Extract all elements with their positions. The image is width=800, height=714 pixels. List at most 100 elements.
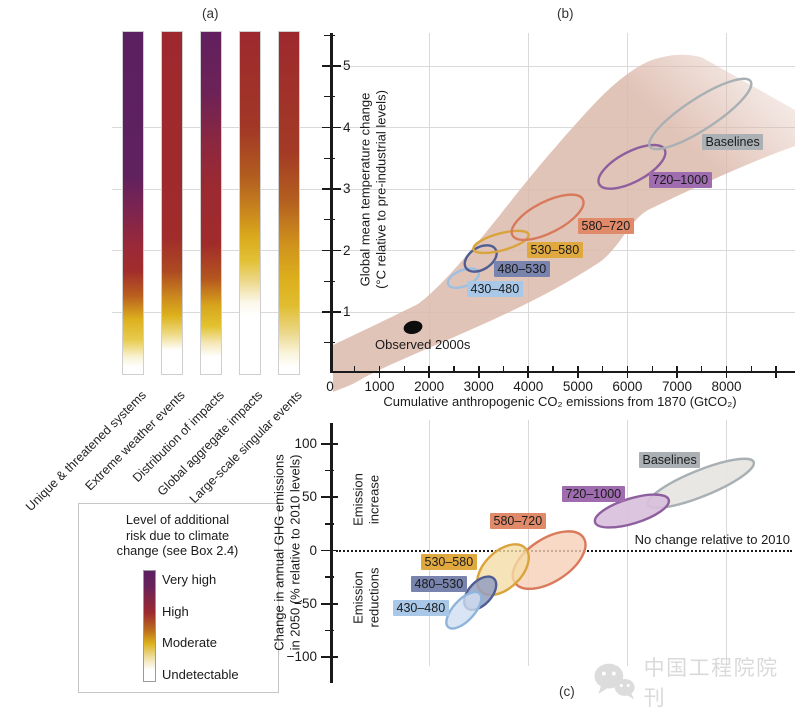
scenario-label-b-480-530: 480–530	[494, 261, 550, 277]
panel-b-x-tick	[725, 365, 728, 378]
emission-increase-line1: Emission	[350, 473, 366, 526]
panel-b-gridline-h	[332, 127, 795, 128]
scenario-label-c-580-720: 580–720	[490, 513, 546, 529]
panel-b-x-tick-label: 3000	[463, 379, 494, 394]
panel-b-y-tick	[322, 249, 341, 252]
panel-c-y-tick-label: 50	[301, 489, 317, 505]
panel-b-x-minor-tick	[651, 365, 653, 372]
panel-a-gridline	[112, 188, 332, 190]
legend-item-label: High	[162, 603, 189, 619]
panel-b-x-minor-tick	[502, 365, 505, 372]
panel-b-y-axis	[330, 33, 333, 373]
panel-b-x-minor-tick	[453, 365, 455, 372]
panel-c-y-tick-label: −50	[294, 595, 317, 611]
panel-a-gridline	[112, 250, 332, 251]
panel-b-x-minor-tick	[354, 365, 356, 372]
panel-b-x-minor-tick	[403, 365, 406, 372]
panel-c-gridline-v	[527, 420, 529, 666]
risk-ember-bar	[278, 31, 300, 375]
scenario-ellipse-720-1000	[597, 143, 667, 190]
panel-b-y-minor-tick	[324, 280, 335, 282]
scenario-spread-band	[333, 54, 795, 392]
panel-c-ellipses	[445, 457, 756, 630]
panel-a-gridline	[112, 127, 332, 128]
panel-c-y-tick-label: 0	[309, 542, 317, 558]
panel-c-y-tick	[321, 496, 338, 498]
scenario-label-b-430-480: 430–480	[467, 281, 523, 297]
panel-b-y-minor-tick	[324, 342, 335, 344]
scenario-ellipse-580-720	[510, 193, 585, 242]
panel-c-y-minor-tick	[325, 629, 334, 632]
legend-item-label: Undetectable	[162, 667, 239, 683]
panel-a-tag: (a)	[202, 6, 219, 21]
panel-b-x-tick-label: 1000	[364, 379, 395, 394]
panel-b-y-minor-tick	[324, 96, 335, 98]
no-change-label: No change relative to 2010	[634, 532, 790, 547]
panel-b-gridline-v	[726, 33, 728, 371]
panel-b-x-minor-tick	[701, 365, 703, 372]
scenario-label-c-530-580: 530–580	[421, 554, 477, 570]
panel-b-x-tick	[676, 365, 678, 378]
panel-c-y-tick-label: 100	[294, 435, 317, 451]
panel-b-x-tick	[626, 365, 629, 378]
panel-b-y-minor-tick	[324, 157, 335, 159]
panel-b-y-title-line2: (°C relative to pre-industrial levels)	[373, 90, 388, 289]
scenario-label-b-720-1000: 720–1000	[649, 172, 712, 188]
scenario-ellipse-530-580	[472, 229, 530, 255]
panel-b-y-tick-label: 5	[343, 58, 351, 73]
scenario-ellipse-baselines	[648, 77, 753, 151]
emission-reductions-line1: Emission	[350, 571, 366, 624]
panel-b-gridline-h	[332, 311, 795, 313]
scenario-label-b-580-720: 580–720	[578, 218, 634, 234]
panel-c-y-axis	[330, 423, 333, 683]
panel-c-y-tick	[321, 603, 338, 605]
panel-b-x-tick	[527, 365, 530, 378]
panel-b-y-minor-tick	[324, 34, 335, 36]
panel-c-gridline-v	[428, 420, 430, 666]
panel-b-x-tick	[477, 365, 480, 378]
scenario-ellipse-observed-2000s	[403, 320, 423, 335]
panel-b-x-tick	[577, 365, 579, 378]
scenario-label-c-720-1000: 720–1000	[562, 486, 625, 502]
risk-legend-gradient-bar	[143, 570, 156, 682]
panel-b-y-title-line1: Global mean temperature change	[357, 92, 373, 287]
panel-b-gridline-h	[332, 65, 795, 67]
panel-c-y-tick	[321, 656, 338, 658]
panel-b-x-tick-label: 8000	[711, 379, 742, 394]
watermark-text: 中国工程院院刊	[643, 657, 779, 710]
observed-2000s-label: Observed 2000s	[375, 337, 471, 352]
scenario-ellipse-430-480	[445, 590, 483, 630]
panel-b-y-tick-label: 1	[343, 304, 351, 319]
scenario-label-c-430-480: 430–480	[393, 600, 449, 616]
panel-c-y-tick-label: −100	[286, 649, 317, 665]
panel-b-y-axis-title: Global mean temperature change (°C relat…	[358, 20, 389, 360]
panel-c-y-minor-tick	[325, 523, 334, 525]
panel-b-x-minor-tick	[601, 365, 604, 372]
panel-c-y-tick	[321, 443, 338, 445]
legend-title-line1: Level of additional	[125, 512, 230, 527]
scenario-ellipse-720-1000	[593, 493, 671, 529]
panel-b-y-minor-tick	[324, 219, 335, 221]
scenario-label-b-baselines: Baselines	[702, 134, 764, 150]
emission-reductions-line2: reductions	[366, 567, 381, 628]
emission-increase-line2: increase	[366, 474, 381, 525]
scenario-label-b-530-580: 530–580	[527, 242, 583, 258]
legend-item-label: Moderate	[162, 635, 217, 651]
panel-b-x-tick-label: 4000	[513, 379, 544, 394]
panel-c-gridline-v	[726, 420, 728, 666]
risk-ember-bar	[200, 31, 222, 375]
risk-ember-bar	[239, 31, 261, 375]
panel-b-y-tick	[322, 126, 341, 129]
panel-b-x-minor-tick	[750, 365, 753, 372]
risk-legend-box	[78, 503, 279, 693]
panel-a-gridline	[112, 311, 332, 313]
scenario-label-c-480-530: 480–530	[411, 576, 467, 592]
panel-b-x-axis-title: Cumulative anthropogenic CO₂ emissions f…	[383, 394, 737, 409]
panel-b-gridline-v	[428, 33, 430, 371]
emission-increase-label: Emission increase	[351, 450, 382, 550]
panel-b-y-tick-label: 2	[343, 242, 351, 258]
panel-c-y-tick	[321, 549, 338, 552]
legend-item-label: Very high	[162, 572, 217, 587]
